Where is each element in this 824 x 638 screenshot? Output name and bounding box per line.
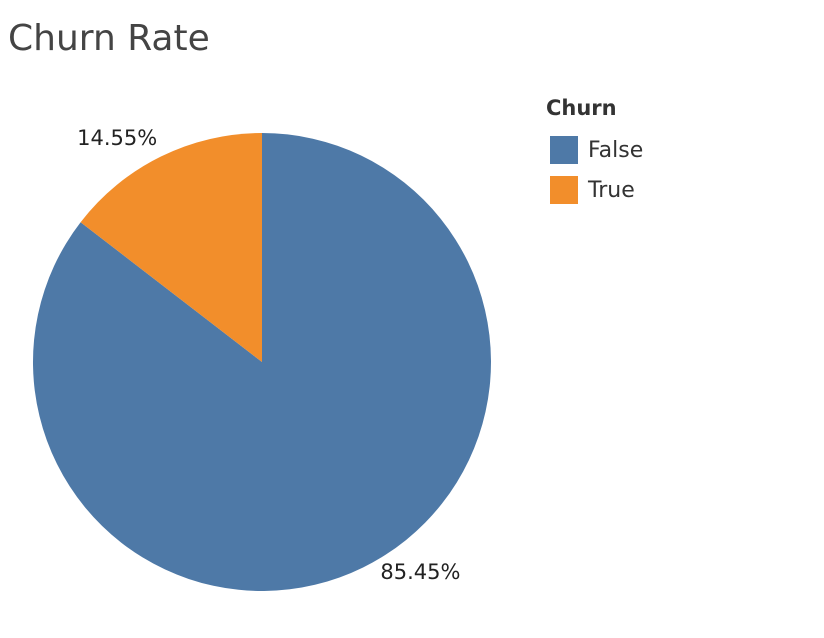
legend-label-true: True	[588, 177, 635, 203]
slice-label-true: 14.55%	[77, 126, 157, 150]
legend: Churn False True	[546, 96, 643, 210]
slice-label-false: 85.45%	[380, 560, 460, 584]
legend-swatch-false	[550, 136, 578, 164]
pie-slice-true[interactable]	[80, 133, 262, 362]
pie-slice-false[interactable]	[32, 133, 491, 591]
chart-title: Churn Rate	[8, 18, 210, 59]
legend-swatch-true	[550, 176, 578, 204]
legend-item-true[interactable]: True	[546, 170, 643, 210]
legend-item-false[interactable]: False	[546, 130, 643, 170]
legend-title: Churn	[546, 96, 617, 120]
legend-label-false: False	[588, 137, 644, 163]
